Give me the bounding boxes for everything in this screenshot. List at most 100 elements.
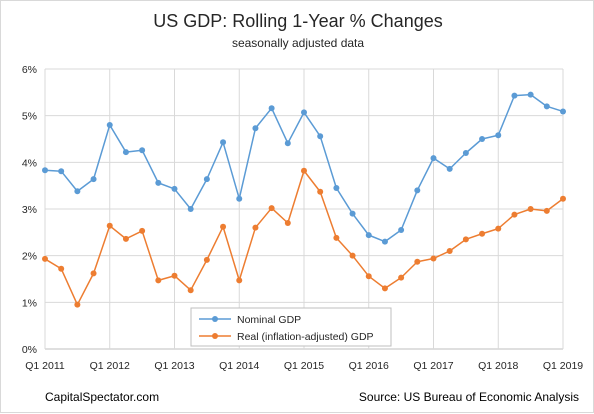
legend-marker-nominal: [212, 316, 218, 322]
x-tick-label: Q1 2018: [478, 360, 518, 372]
x-tick-label: Q1 2013: [154, 360, 194, 372]
data-point: [220, 139, 227, 146]
chart-title: US GDP: Rolling 1-Year % Changes: [153, 11, 442, 31]
legend-box: [190, 307, 392, 347]
gridlines: [44, 68, 564, 350]
data-point: [58, 265, 65, 272]
data-point: [42, 167, 48, 174]
chart-subtitle: seasonally adjusted data: [232, 36, 364, 50]
footer-site: CapitalSpectator.com: [45, 390, 159, 404]
data-point: [414, 187, 421, 194]
x-tick-label: Q1 2014: [219, 360, 259, 372]
y-tick-label: 5%: [22, 111, 37, 123]
data-point: [365, 273, 372, 280]
data-point: [430, 155, 437, 162]
series-nominal: [42, 91, 566, 245]
data-point: [284, 220, 291, 226]
data-point: [301, 167, 307, 174]
x-tick-label: Q1 2012: [90, 360, 130, 372]
data-point: [203, 256, 210, 263]
data-point: [349, 210, 356, 217]
data-point: [90, 176, 97, 183]
data-point: [511, 211, 518, 218]
x-tick-label: Q1 2011: [25, 360, 65, 372]
y-tick-label: 4%: [22, 157, 37, 169]
data-point: [543, 207, 550, 214]
data-point: [560, 195, 566, 202]
x-tick-label: Q1 2015: [284, 360, 324, 372]
data-point: [236, 195, 243, 202]
data-point: [381, 238, 388, 245]
data-point: [462, 150, 469, 156]
x-tick-label: Q1 2019: [543, 360, 583, 372]
legend: Nominal GDP Real (inflation-adjusted) GD…: [190, 307, 392, 347]
data-point: [171, 185, 178, 192]
data-point: [236, 277, 243, 284]
data-point: [495, 132, 502, 139]
data-point: [74, 301, 81, 308]
data-point: [187, 287, 194, 294]
data-point: [527, 91, 534, 98]
data-point: [398, 227, 405, 233]
data-point: [187, 206, 194, 212]
y-axis-ticks: 0% 1% 2% 3% 4% 5% 6%: [22, 64, 37, 356]
data-point: [365, 232, 372, 239]
y-tick-label: 3%: [22, 204, 37, 216]
data-point: [122, 235, 129, 242]
legend-label-nominal: Nominal GDP: [237, 314, 301, 326]
data-point: [333, 234, 340, 241]
data-point: [284, 140, 291, 147]
data-point: [560, 108, 566, 115]
data-point: [171, 272, 178, 279]
data-point: [301, 109, 307, 116]
data-point: [543, 103, 550, 110]
data-point: [74, 188, 81, 195]
data-point: [155, 179, 162, 186]
y-tick-label: 6%: [22, 64, 37, 76]
data-point: [479, 230, 486, 237]
data-point: [430, 255, 437, 262]
data-point: [139, 147, 146, 154]
series-group: [42, 91, 566, 308]
data-point: [90, 270, 97, 277]
data-point: [511, 92, 518, 99]
data-point: [203, 176, 210, 183]
y-tick-label: 1%: [22, 297, 37, 309]
legend-label-real: Real (inflation-adjusted) GDP: [237, 331, 374, 343]
legend-marker-real: [212, 333, 218, 339]
data-point: [106, 222, 113, 229]
series-real: [42, 167, 566, 308]
data-point: [106, 122, 113, 128]
data-point: [42, 255, 48, 262]
data-point: [317, 133, 324, 140]
data-point: [122, 149, 129, 156]
data-point: [446, 248, 453, 254]
x-tick-label: Q1 2016: [349, 360, 389, 372]
data-point: [268, 205, 275, 212]
data-point: [479, 136, 486, 142]
data-point: [446, 165, 453, 172]
data-point: [414, 258, 421, 265]
data-point: [333, 185, 340, 191]
data-point: [381, 285, 388, 292]
data-point: [349, 252, 356, 259]
x-tick-label: Q1 2017: [413, 360, 453, 372]
data-point: [495, 225, 502, 232]
y-tick-label: 0%: [22, 344, 37, 356]
data-point: [252, 224, 259, 231]
data-point: [58, 168, 65, 175]
y-tick-label: 2%: [22, 251, 37, 263]
data-point: [155, 277, 162, 284]
data-point: [268, 105, 275, 112]
x-axis-ticks: Q1 2011 Q1 2012 Q1 2013 Q1 2014 Q1 2015 Q1 20…: [25, 360, 583, 372]
data-point: [527, 206, 534, 212]
data-point: [139, 227, 146, 234]
data-point: [252, 125, 259, 132]
data-point: [462, 236, 469, 243]
data-point: [220, 223, 227, 230]
data-point: [317, 188, 324, 195]
data-point: [398, 274, 405, 281]
footer-source: Source: US Bureau of Economic Analysis: [359, 390, 579, 404]
